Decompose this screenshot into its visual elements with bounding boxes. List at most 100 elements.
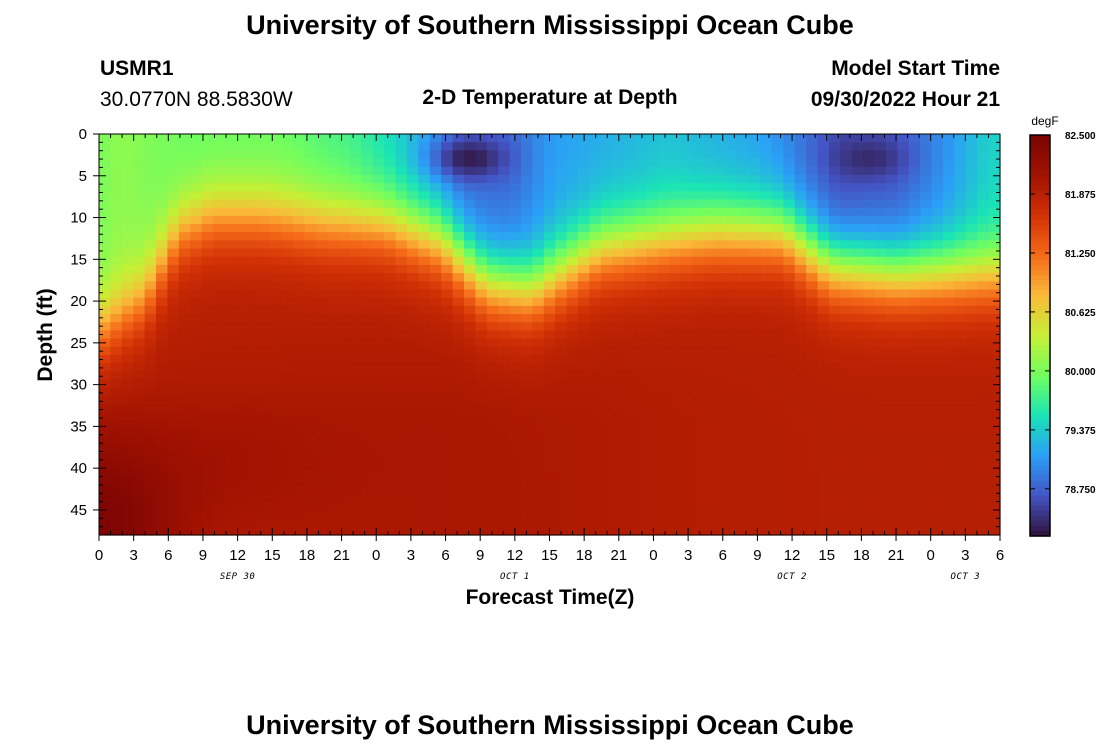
heatmap-cell xyxy=(988,166,1001,176)
heatmap-cell xyxy=(646,526,659,536)
heatmap-cell xyxy=(463,191,476,201)
heatmap-cell xyxy=(646,166,659,176)
heatmap-cell xyxy=(555,199,568,209)
heatmap-cell xyxy=(441,412,454,422)
heatmap-cell xyxy=(566,191,579,201)
heatmap-cell xyxy=(498,224,511,233)
heatmap-cell xyxy=(304,199,317,209)
heatmap-cell xyxy=(270,502,283,512)
colorbar-band xyxy=(1030,265,1050,271)
heatmap-cell xyxy=(372,346,385,356)
heatmap-cell xyxy=(817,412,830,422)
heatmap-cell xyxy=(110,215,123,225)
heatmap-cell xyxy=(121,395,134,405)
heatmap-cell xyxy=(520,199,533,209)
heatmap-cell xyxy=(395,207,408,217)
heatmap-cell xyxy=(167,453,180,462)
heatmap-cell xyxy=(703,264,716,274)
heatmap-cell xyxy=(509,338,522,348)
heatmap-cell xyxy=(406,387,419,397)
heatmap-cell xyxy=(441,395,454,405)
heatmap-cell xyxy=(406,199,419,209)
heatmap-cell xyxy=(304,395,317,405)
heatmap-cell xyxy=(270,142,283,151)
heatmap-cell xyxy=(578,273,591,282)
heatmap-cell xyxy=(920,444,933,454)
heatmap-cell xyxy=(110,305,123,315)
heatmap-cell xyxy=(600,510,613,520)
heatmap-cell xyxy=(578,485,591,495)
heatmap-cell xyxy=(167,305,180,315)
heatmap-cell xyxy=(635,461,648,471)
heatmap-cell xyxy=(840,224,853,233)
heatmap-cell xyxy=(555,297,568,307)
heatmap-cell xyxy=(885,428,898,438)
heatmap-cell xyxy=(395,346,408,356)
heatmap-cell xyxy=(840,199,853,209)
heatmap-cell xyxy=(840,395,853,405)
heatmap-cell xyxy=(235,215,248,225)
heatmap-cell xyxy=(498,207,511,217)
heatmap-cell xyxy=(771,444,784,454)
heatmap-cell xyxy=(863,371,876,381)
x-tick-label: 18 xyxy=(853,547,870,564)
heatmap-cell xyxy=(863,387,876,397)
heatmap-cell xyxy=(327,224,340,233)
heatmap-cell xyxy=(406,461,419,471)
x-tick-label: 3 xyxy=(961,547,969,564)
heatmap-cell xyxy=(247,404,260,413)
heatmap-cell xyxy=(190,469,203,479)
heatmap-cell xyxy=(463,526,476,536)
heatmap-cell xyxy=(783,526,796,536)
heatmap-cell xyxy=(99,207,112,217)
heatmap-cell xyxy=(988,158,1001,168)
heatmap-cell xyxy=(201,174,214,184)
heatmap-cell xyxy=(635,428,648,438)
heatmap-cell xyxy=(384,174,397,184)
heatmap-cell xyxy=(840,273,853,282)
heatmap-cell xyxy=(498,404,511,413)
heatmap-cell xyxy=(623,518,636,528)
heatmap-cell xyxy=(156,248,169,258)
heatmap-cell xyxy=(908,510,921,520)
heatmap-cell xyxy=(931,502,944,512)
heatmap-cell xyxy=(315,297,328,307)
heatmap-cell xyxy=(509,174,522,184)
heatmap-cell xyxy=(646,150,659,160)
heatmap-cell xyxy=(817,371,830,381)
heatmap-cell xyxy=(327,256,340,266)
heatmap-cell xyxy=(99,199,112,209)
heatmap-cell xyxy=(714,232,727,241)
heatmap-cell xyxy=(190,453,203,462)
heatmap-cell xyxy=(623,207,636,217)
heatmap-cell xyxy=(144,150,157,160)
heatmap-cell xyxy=(292,199,305,209)
heatmap-cell xyxy=(612,510,625,520)
heatmap-cell xyxy=(988,461,1001,471)
heatmap-cell xyxy=(623,142,636,151)
heatmap-cell xyxy=(395,273,408,282)
heatmap-cell xyxy=(908,453,921,462)
heatmap-cell xyxy=(532,420,545,430)
heatmap-cell xyxy=(441,485,454,495)
heatmap-cell xyxy=(133,224,146,233)
heatmap-cell xyxy=(452,330,465,340)
heatmap-cell xyxy=(543,322,556,331)
heatmap-cell xyxy=(99,256,112,266)
heatmap-cell xyxy=(920,297,933,307)
heatmap-cell xyxy=(612,142,625,151)
heatmap-cell xyxy=(178,273,191,282)
heatmap-cell xyxy=(737,453,750,462)
heatmap-cell xyxy=(178,395,191,405)
heatmap-cell xyxy=(749,420,762,430)
heatmap-cell xyxy=(646,485,659,495)
heatmap-cell xyxy=(965,289,978,299)
heatmap-cell xyxy=(201,363,214,372)
heatmap-cell xyxy=(578,354,591,364)
heatmap-cell xyxy=(247,510,260,520)
heatmap-cell xyxy=(258,436,271,446)
heatmap-cell xyxy=(669,395,682,405)
heatmap-cell xyxy=(703,240,716,250)
heatmap-cell xyxy=(235,404,248,413)
heatmap-cell xyxy=(635,387,648,397)
